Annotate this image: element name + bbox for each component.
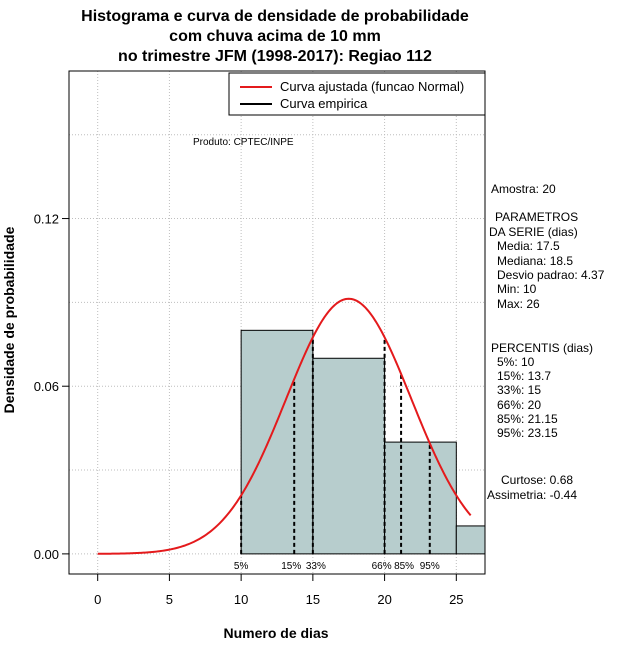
stat-param-title-2: DA SERIE (dias) <box>489 225 578 239</box>
x-tick-label-0: 0 <box>94 592 101 607</box>
legend-label-empirical: Curva empirica <box>280 96 368 111</box>
legend: Curva ajustada (funcao Normal) Curva emp… <box>228 72 486 116</box>
stat-perc-title: PERCENTIS (dias) <box>491 341 593 355</box>
percentile-label-5: 95% <box>420 561 440 572</box>
x-tick-label-1: 5 <box>166 592 173 607</box>
chart-title-line-1: Histograma e curva de densidade de proba… <box>81 8 469 25</box>
percentile-label-1: 15% <box>281 561 301 572</box>
y-axis-title: Densidade de probabilidade <box>1 226 17 413</box>
stat-p5: 5%: 10 <box>497 355 535 369</box>
stat-amostra: Amostra: 20 <box>491 182 556 196</box>
histogram-bar-0 <box>240 329 314 555</box>
stat-p95: 95%: 23.15 <box>497 426 558 440</box>
stat-desvio: Desvio padrao: 4.37 <box>497 268 605 282</box>
stat-p33: 33%: 15 <box>497 383 541 397</box>
stat-curtose: Curtose: 0.68 <box>501 473 573 487</box>
chart-title-line-3: no trimestre JFM (1998-2017): Regiao 112 <box>118 48 432 65</box>
x-axis-title: Numero de dias <box>223 625 328 641</box>
histogram-bar-1 <box>312 357 386 555</box>
x-tick-label-3: 15 <box>306 592 320 607</box>
stat-p66: 66%: 20 <box>497 398 541 412</box>
x-tick-label-4: 20 <box>377 592 391 607</box>
percentile-label-4: 85% <box>394 561 414 572</box>
stat-param-title-1: PARAMETROS <box>495 210 578 224</box>
x-tick-label-5: 25 <box>449 592 463 607</box>
stat-max: Max: 26 <box>497 297 540 311</box>
normal-fit-curve <box>97 297 472 555</box>
stat-mediana: Mediana: 18.5 <box>497 254 573 268</box>
stat-min: Min: 10 <box>497 282 537 296</box>
stat-p85: 85%: 21.15 <box>497 412 558 426</box>
percentile-label-2: 33% <box>306 561 326 572</box>
legend-label-fit: Curva ajustada (funcao Normal) <box>280 79 464 94</box>
stat-media: Media: 17.5 <box>497 239 560 253</box>
percentile-label-0: 5% <box>234 561 249 572</box>
stats-panel: Amostra: 20 PARAMETROS DA SERIE (dias) M… <box>487 182 605 502</box>
x-tick-label-2: 10 <box>234 592 248 607</box>
y-tick-label-1: 0.06 <box>34 379 59 394</box>
y-tick-label-0: 0.00 <box>34 547 59 562</box>
y-tick-label-2: 0.12 <box>34 212 59 227</box>
percentile-label-3: 66% <box>372 561 392 572</box>
stat-p15: 15%: 13.7 <box>497 369 551 383</box>
legend-box <box>228 72 486 116</box>
histogram-bar-3 <box>455 525 486 555</box>
histogram-bar-2 <box>384 441 457 555</box>
stat-assimetria: Assimetria: -0.44 <box>487 488 577 502</box>
chart-title-line-2: com chuva acima de 10 mm <box>169 28 381 45</box>
product-label: Produto: CPTEC/INPE <box>193 137 294 148</box>
